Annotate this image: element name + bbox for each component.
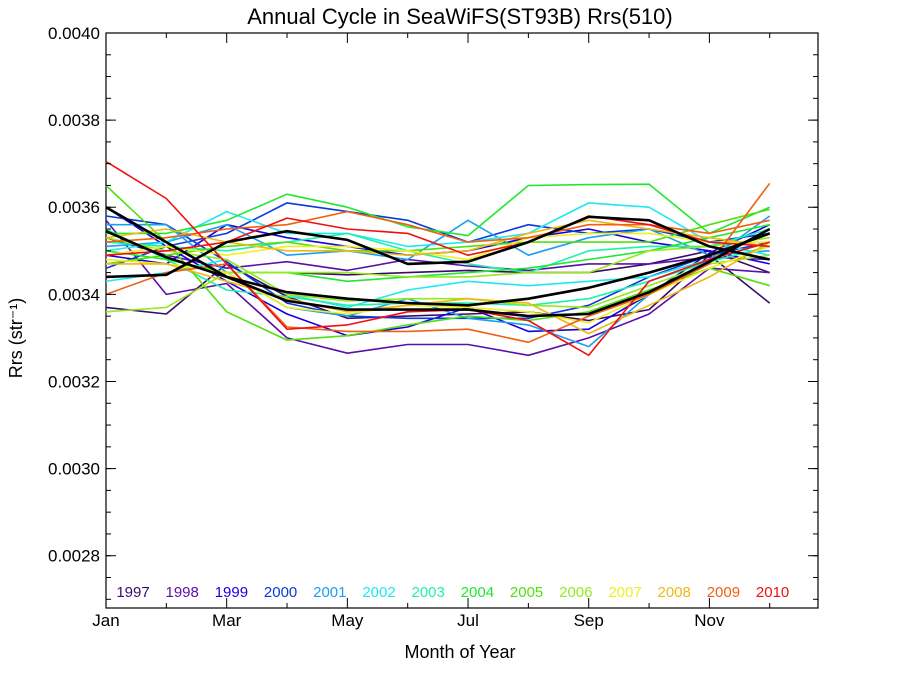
legend-label-2001: 2001 bbox=[313, 584, 346, 601]
plot-frame bbox=[105, 32, 819, 609]
series-line-black-28 bbox=[105, 215, 770, 279]
series-layer bbox=[105, 160, 771, 357]
y-tick-label: 0.0038 bbox=[48, 111, 100, 130]
x-axis-label: Month of Year bbox=[404, 642, 515, 662]
series-line-2006-19 bbox=[105, 236, 770, 309]
chart-title: Annual Cycle in SeaWiFS(ST93B) Rrs(510) bbox=[247, 4, 672, 29]
legend-label-2010: 2010 bbox=[756, 584, 789, 601]
legend-label-2004: 2004 bbox=[461, 584, 494, 601]
y-tick-label: 0.0034 bbox=[48, 285, 100, 304]
y-tick-label: 0.0032 bbox=[48, 372, 100, 391]
legend-label-2009: 2009 bbox=[707, 584, 740, 601]
series-line-2010-27 bbox=[105, 215, 770, 256]
legend-label-1999: 1999 bbox=[215, 584, 248, 601]
x-tick-label: Mar bbox=[212, 611, 242, 630]
y-axis-label: Rrs (str⁻¹) bbox=[6, 298, 26, 378]
series-line-2009-24 bbox=[105, 182, 771, 344]
y-tick-label: 0.0028 bbox=[48, 547, 100, 566]
plot-border bbox=[105, 32, 819, 609]
ticks-layer: Jan Mar May Jul Sep Nov 0.0028 0.0030 0.0032 0.00… bbox=[48, 24, 818, 630]
y-tick-label: 0.0036 bbox=[48, 198, 100, 217]
series-line-2008-23 bbox=[105, 219, 770, 256]
series-line-2009-25 bbox=[105, 210, 770, 243]
legend-label-1997: 1997 bbox=[116, 584, 149, 601]
legend-label-2007: 2007 bbox=[608, 584, 641, 601]
series-line-2003-12 bbox=[105, 228, 770, 274]
series-line-2010-26 bbox=[105, 160, 770, 357]
series-line-2008-22 bbox=[106, 241, 771, 335]
series-line-2002-11 bbox=[105, 241, 770, 309]
legend-label-2000: 2000 bbox=[264, 584, 297, 601]
legend: 1997 1998 1999 2000 2001 2002 2003 2004 2005 2006… bbox=[116, 584, 789, 601]
y-tick-label: 0.0040 bbox=[48, 24, 100, 43]
series-line-black-30 bbox=[105, 230, 771, 307]
y-tick-label: 0.0030 bbox=[48, 460, 100, 479]
legend-label-1998: 1998 bbox=[166, 584, 199, 601]
x-tick-label: Jul bbox=[457, 611, 479, 630]
x-tick-label: Jan bbox=[92, 611, 119, 630]
legend-label-2005: 2005 bbox=[510, 584, 543, 601]
legend-label-2003: 2003 bbox=[412, 584, 445, 601]
x-tick-label: May bbox=[331, 611, 364, 630]
x-tick-label: Sep bbox=[574, 611, 604, 630]
series-line-2001-9 bbox=[105, 219, 770, 261]
legend-label-2006: 2006 bbox=[559, 584, 592, 601]
legend-label-2002: 2002 bbox=[362, 584, 395, 601]
x-tick-label: Nov bbox=[694, 611, 725, 630]
series-line-2004-14 bbox=[106, 183, 771, 237]
legend-label-2008: 2008 bbox=[658, 584, 691, 601]
series-line-black-29 bbox=[105, 206, 771, 318]
